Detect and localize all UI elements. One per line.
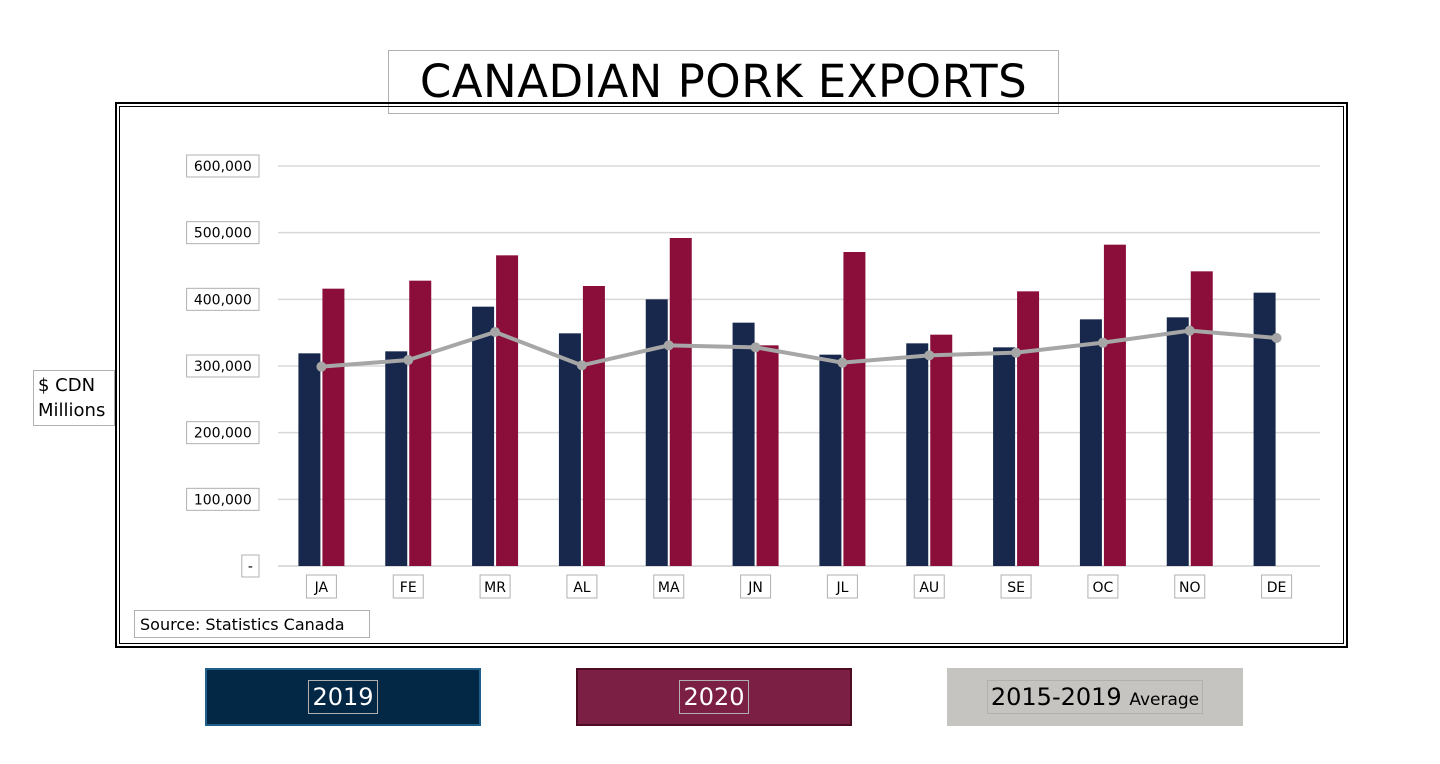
bar-2019-ja	[298, 353, 321, 566]
bar-2020-no	[1190, 271, 1213, 566]
x-tick-label-box	[653, 574, 685, 599]
y-tick-label: 500,000	[194, 226, 252, 242]
x-tick-label: DE	[1267, 580, 1287, 596]
bar-2019-jn	[732, 322, 755, 566]
bar-2019-jl	[819, 354, 842, 566]
bar-2020-jn	[756, 345, 779, 566]
y-tick-label: 400,000	[194, 292, 252, 308]
x-tick-label: NO	[1179, 580, 1201, 596]
y-tick-label-box	[186, 421, 260, 445]
bar-2019-fe	[385, 351, 408, 566]
plot-frame-inner	[119, 106, 1344, 644]
legend-item-2020: 2020	[576, 668, 852, 726]
x-tick-label-box	[479, 574, 511, 599]
x-tick-label: AL	[573, 580, 591, 596]
x-tick-label-box	[1087, 574, 1119, 599]
y-tick-label-box	[186, 354, 260, 378]
average-point-fe	[403, 355, 414, 365]
x-tick-label-box	[1261, 574, 1293, 599]
bar-2020-oc	[1103, 244, 1126, 566]
bar-2019-al	[558, 333, 581, 566]
bar-2019-mr	[472, 306, 495, 566]
bar-2019-au	[906, 343, 929, 566]
legend-label-2019: 2019	[308, 680, 378, 714]
chart-title: CANADIAN PORK EXPORTS	[419, 55, 1028, 108]
legend-label-average: 2015-2019 Average	[986, 680, 1204, 714]
average-point-no	[1184, 325, 1195, 336]
x-tick-label: MA	[658, 580, 680, 596]
bar-2020-se	[1017, 291, 1040, 566]
average-point-ja	[316, 361, 327, 372]
bar-2019-ma	[645, 299, 668, 566]
y-axis-label-line-1: $ CDN	[38, 375, 96, 396]
y-tick-label-box	[186, 487, 260, 511]
plot-frame	[115, 102, 1348, 648]
average-point-au	[924, 350, 935, 361]
x-tick-label: SE	[1007, 580, 1025, 596]
average-point-mr	[490, 327, 501, 337]
y-tick-label-box	[186, 154, 260, 178]
x-tick-label-box	[1000, 574, 1032, 599]
y-tick-label: 300,000	[194, 359, 252, 375]
x-tick-label-box	[392, 574, 424, 599]
average-point-se	[1011, 347, 1022, 358]
bar-2019-se	[993, 347, 1016, 566]
bar-2020-ja	[322, 288, 345, 566]
y-tick-label-box	[241, 554, 260, 578]
x-tick-label: FE	[400, 580, 417, 596]
average-point-al	[576, 360, 587, 371]
x-tick-label-box	[826, 574, 858, 599]
y-tick-label-box	[186, 221, 260, 245]
bar-2020-au	[930, 334, 953, 566]
average-point-jl	[837, 357, 848, 368]
legend-label-average-years: 2015-2019	[990, 683, 1122, 711]
average-line	[321, 328, 1277, 369]
bar-2019-no	[1166, 317, 1189, 566]
legend-label-average-suffix: Average	[1129, 690, 1200, 710]
legend-item-2019: 2019	[205, 668, 481, 726]
bar-2020-jl	[843, 252, 866, 566]
x-tick-label: MR	[484, 580, 506, 596]
bar-2019-de	[1253, 292, 1276, 566]
y-tick-label: -	[248, 559, 253, 575]
bar-2020-ma	[669, 238, 692, 566]
x-tick-label-box	[1174, 574, 1206, 599]
y-tick-label: 100,000	[194, 492, 252, 508]
average-point-de	[1271, 333, 1282, 343]
x-tick-label: JA	[314, 580, 329, 596]
average-point-oc	[1097, 337, 1108, 348]
average-point-ma	[663, 340, 674, 351]
y-tick-label-box	[186, 287, 260, 311]
x-tick-label-box	[740, 574, 772, 599]
y-tick-label: 600,000	[194, 159, 252, 175]
x-tick-label-box	[913, 574, 945, 599]
bar-2019-oc	[1079, 319, 1102, 566]
x-tick-label: JL	[835, 580, 848, 596]
x-tick-label: OC	[1093, 580, 1114, 596]
bar-2020-fe	[409, 280, 432, 566]
y-axis-label: $ CDN Millions	[33, 370, 115, 426]
y-axis-label-line-2: Millions	[38, 400, 106, 421]
x-tick-label: AU	[919, 580, 939, 596]
x-tick-label-box	[305, 574, 337, 599]
source-note: Source: Statistics Canada	[134, 610, 370, 638]
x-tick-label: JN	[747, 580, 763, 596]
bar-2020-mr	[496, 255, 519, 567]
legend-label-2020: 2020	[679, 680, 749, 714]
y-tick-label: 200,000	[194, 426, 252, 442]
x-tick-label-box	[566, 574, 598, 599]
bar-2020-al	[582, 286, 605, 566]
chart-title-box: CANADIAN PORK EXPORTS	[388, 50, 1059, 114]
legend-item-average: 2015-2019 Average	[947, 668, 1243, 726]
average-point-jn	[750, 342, 761, 353]
